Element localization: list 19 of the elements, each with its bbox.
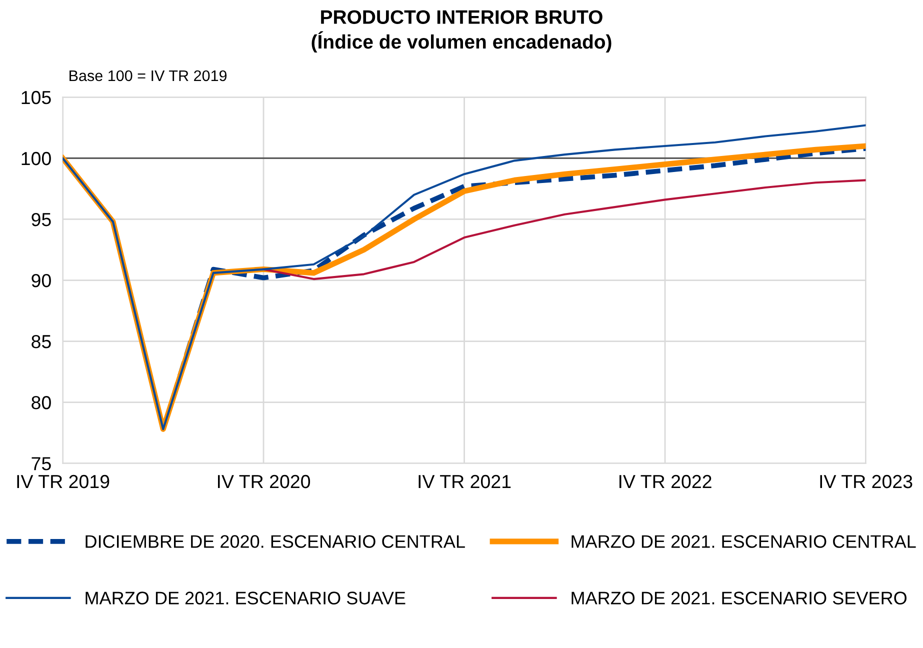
x-tick-label: IV TR 2023	[820, 474, 912, 488]
line-series	[262, 179, 866, 280]
y-tick-label: 85	[32, 334, 51, 348]
x-tick-label: IV TR 2019	[17, 474, 110, 488]
legend-label: MARZO DE 2021. ESCENARIO SUAVE	[86, 592, 406, 604]
chart-title: PRODUCTO INTERIOR BRUTO (Índice de volumen encadenado)	[312, 10, 612, 53]
x-tick-label: IV TR 2022	[620, 474, 712, 488]
y-tick-label: 95	[32, 212, 51, 226]
legend-label: MARZO DE 2021. ESCENARIO CENTRAL	[572, 535, 916, 548]
x-tick-label: IV TR 2021	[418, 474, 511, 488]
y-tick-label: 105	[22, 90, 51, 104]
y-tick-label: 80	[32, 396, 51, 410]
legend-label: DICIEMBRE DE 2020. ESCENARIO CENTRAL	[86, 535, 465, 548]
legend-label: MARZO DE 2021. ESCENARIO SEVERO	[572, 592, 907, 604]
y-tick-label: 75	[32, 457, 51, 470]
x-tick-label: IV TR 2020	[218, 474, 310, 488]
y-tick-label: 90	[32, 274, 51, 288]
y-tick-label: 100	[22, 152, 51, 166]
text: Base 100 = IV TR 2019	[70, 70, 227, 82]
